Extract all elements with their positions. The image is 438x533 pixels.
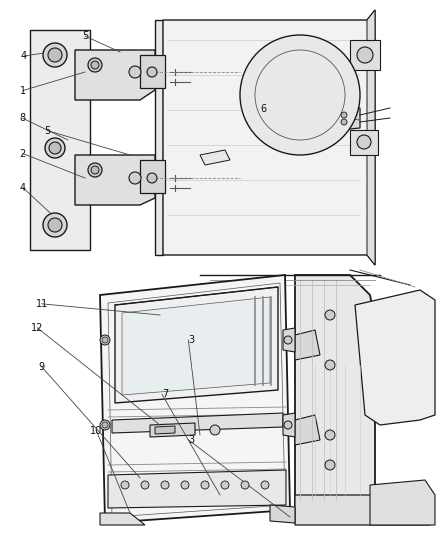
Text: 5: 5 — [44, 126, 50, 135]
Polygon shape — [150, 423, 195, 437]
Circle shape — [241, 481, 249, 489]
Circle shape — [91, 166, 99, 174]
Circle shape — [341, 112, 347, 118]
Text: 3: 3 — [188, 335, 194, 345]
Polygon shape — [75, 50, 155, 100]
Text: 2: 2 — [20, 149, 26, 158]
Circle shape — [45, 138, 65, 158]
Polygon shape — [75, 155, 155, 205]
Polygon shape — [270, 505, 295, 523]
Circle shape — [43, 43, 67, 67]
Circle shape — [48, 48, 62, 62]
Circle shape — [141, 481, 149, 489]
Polygon shape — [140, 160, 165, 193]
Circle shape — [129, 66, 141, 78]
Circle shape — [181, 481, 189, 489]
Polygon shape — [350, 130, 378, 155]
Circle shape — [325, 460, 335, 470]
Text: 9: 9 — [39, 362, 45, 372]
Polygon shape — [283, 413, 295, 437]
Circle shape — [161, 481, 169, 489]
Circle shape — [284, 336, 292, 344]
Text: 5: 5 — [82, 31, 88, 41]
Circle shape — [100, 420, 110, 430]
Polygon shape — [108, 470, 286, 508]
Polygon shape — [115, 287, 278, 403]
Polygon shape — [283, 328, 295, 352]
Text: 6: 6 — [261, 104, 267, 114]
Circle shape — [49, 142, 61, 154]
Circle shape — [102, 337, 108, 343]
Text: 8: 8 — [20, 114, 26, 123]
Circle shape — [240, 35, 360, 155]
Circle shape — [88, 58, 102, 72]
Circle shape — [121, 481, 129, 489]
Polygon shape — [112, 413, 283, 433]
Polygon shape — [122, 297, 270, 395]
Circle shape — [91, 61, 99, 69]
Circle shape — [341, 119, 347, 125]
Polygon shape — [350, 40, 380, 70]
Text: 3: 3 — [188, 435, 194, 445]
Circle shape — [357, 47, 373, 63]
Circle shape — [147, 173, 157, 183]
Polygon shape — [100, 275, 290, 523]
Circle shape — [102, 422, 108, 428]
Polygon shape — [155, 426, 175, 434]
Circle shape — [88, 163, 102, 177]
Circle shape — [284, 421, 292, 429]
Polygon shape — [295, 495, 430, 525]
Circle shape — [129, 172, 141, 184]
Circle shape — [325, 430, 335, 440]
Text: 4: 4 — [21, 51, 27, 61]
Polygon shape — [295, 415, 320, 445]
Polygon shape — [355, 290, 435, 425]
Text: 10: 10 — [90, 426, 102, 435]
Polygon shape — [30, 30, 90, 250]
Circle shape — [325, 360, 335, 370]
Polygon shape — [340, 108, 360, 130]
Circle shape — [261, 481, 269, 489]
Circle shape — [201, 481, 209, 489]
Circle shape — [221, 481, 229, 489]
Polygon shape — [370, 480, 435, 525]
Polygon shape — [163, 10, 375, 265]
Polygon shape — [155, 20, 163, 255]
Polygon shape — [367, 10, 375, 265]
Text: 12: 12 — [31, 323, 43, 333]
Circle shape — [147, 67, 157, 77]
Circle shape — [357, 135, 371, 149]
Text: 1: 1 — [20, 86, 26, 95]
Circle shape — [325, 310, 335, 320]
Circle shape — [43, 213, 67, 237]
Text: 4: 4 — [20, 183, 26, 192]
Text: 11: 11 — [35, 299, 48, 309]
Circle shape — [48, 218, 62, 232]
Polygon shape — [100, 513, 145, 525]
Circle shape — [100, 335, 110, 345]
Circle shape — [210, 425, 220, 435]
Polygon shape — [140, 55, 165, 88]
Text: 7: 7 — [162, 390, 168, 399]
Polygon shape — [295, 330, 320, 360]
Polygon shape — [295, 275, 375, 505]
Polygon shape — [200, 150, 230, 165]
